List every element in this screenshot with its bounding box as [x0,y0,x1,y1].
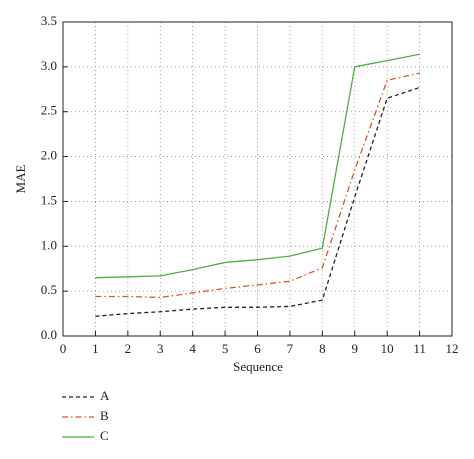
legend-label: A [100,388,110,403]
x-tick-label: 8 [319,341,326,356]
x-tick-label: 0 [60,341,67,356]
y-tick-label: 3.0 [41,58,57,73]
x-tick-label: 7 [287,341,294,356]
x-tick-label: 10 [381,341,394,356]
x-tick-label: 4 [189,341,196,356]
data-line [95,86,420,317]
y-tick-label: 0.0 [41,327,57,342]
legend-label: B [100,408,109,423]
x-tick-label: 11 [413,341,426,356]
y-tick-label: 1.5 [41,192,57,207]
y-axis-label: MAE [13,164,28,193]
y-tick-label: 0.5 [41,282,57,297]
x-axis-label: Sequence [233,359,283,374]
y-tick-label: 3.5 [41,13,57,28]
legend-label: C [100,428,109,443]
x-tick-label: 3 [157,341,164,356]
x-tick-label: 5 [222,341,229,356]
y-tick-label: 2.0 [41,148,57,163]
x-tick-label: 12 [446,341,459,356]
x-tick-label: 9 [352,341,359,356]
x-tick-label: 6 [254,341,261,356]
data-line [95,53,420,279]
data-line [95,72,420,299]
y-tick-label: 1.0 [41,237,57,252]
plot-frame [62,21,453,337]
x-tick-label: 2 [125,341,132,356]
x-tick-label: 1 [92,341,99,356]
y-tick-label: 2.5 [41,103,57,118]
